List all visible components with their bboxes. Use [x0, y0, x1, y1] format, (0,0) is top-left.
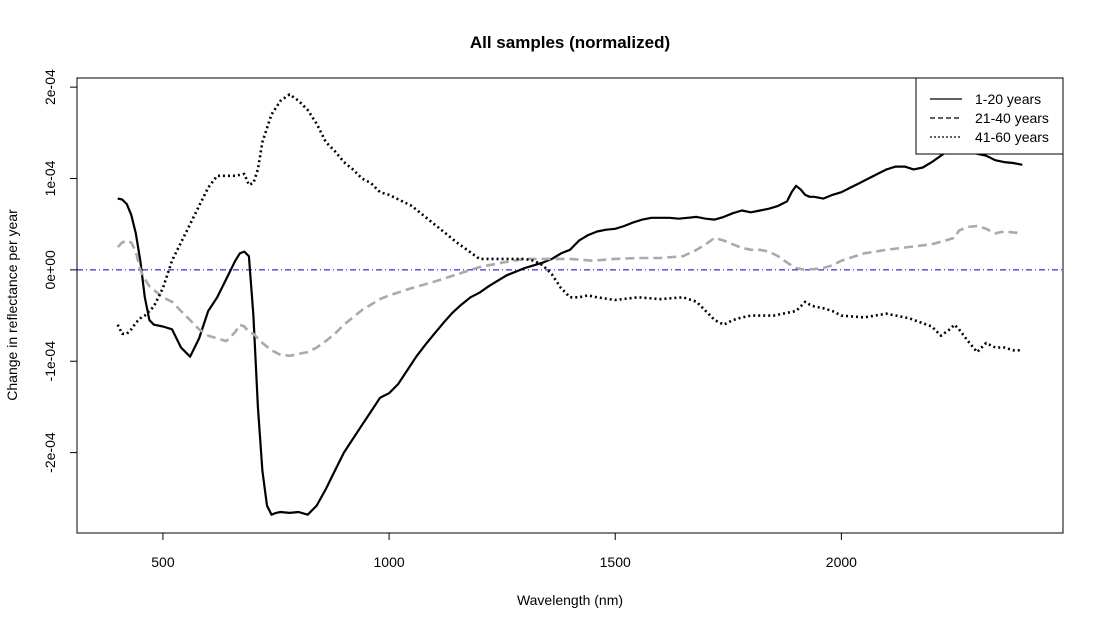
y-tick-label: 2e-04	[42, 69, 58, 105]
legend-label: 1-20 years	[975, 91, 1041, 107]
y-tick-label: 0e+00	[42, 250, 58, 290]
x-axis-label: Wavelength (nm)	[517, 592, 623, 608]
y-tick-label: -2e-04	[42, 432, 58, 473]
chart-title: All samples (normalized)	[470, 33, 670, 52]
x-tick-label: 500	[151, 554, 175, 570]
series-lines	[116, 93, 1023, 516]
x-tick-label: 1500	[600, 554, 631, 570]
series-line-2	[116, 224, 1023, 358]
legend-label: 41-60 years	[975, 129, 1049, 145]
x-tick-label: 1000	[374, 554, 405, 570]
legend-box	[915, 77, 1064, 155]
legend: 1-20 years 21-40 years 41-60 years	[915, 77, 1064, 155]
series-line-3	[116, 93, 1023, 354]
y-axis: -2e-04 -1e-04 0e+00 1e-04 2e-04	[42, 69, 78, 473]
series-line-1	[117, 145, 1023, 516]
y-tick-label: 1e-04	[42, 160, 58, 196]
x-tick-label: 2000	[826, 554, 857, 570]
x-axis: 500 1000 1500 2000	[151, 532, 857, 570]
y-axis-label: Change in reflectance per year	[4, 209, 20, 401]
y-tick-label: -1e-04	[42, 341, 58, 382]
plot-frame	[76, 77, 1064, 534]
legend-label: 21-40 years	[975, 110, 1049, 126]
